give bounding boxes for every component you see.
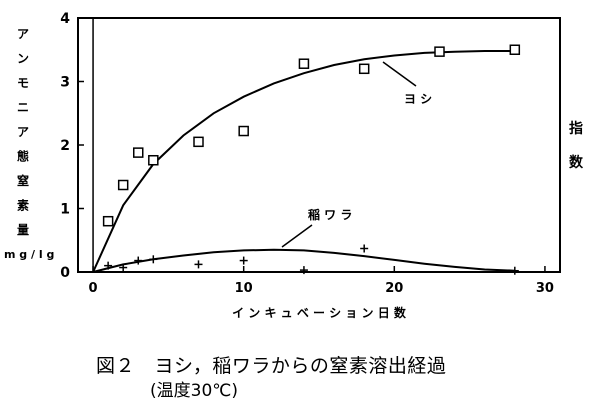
y-axis-label-char: ア <box>17 125 29 139</box>
right-axis-label-char: 指 <box>569 120 583 137</box>
right-axis-label-char: 数 <box>569 154 584 171</box>
figure-caption-subtitle: (温度30℃) <box>150 381 238 401</box>
y-axis-label-char: 窒 <box>17 173 29 188</box>
y-tick-label: 3 <box>60 75 70 91</box>
y-axis-label-char: 態 <box>17 149 29 164</box>
yoshi-point <box>102 215 114 227</box>
y-axis-label-char: ン <box>17 52 29 66</box>
figure-caption: 図２ ヨシ，稲ワラからの窒素溶出経過 <box>96 355 447 377</box>
x-tick-label: 10 <box>235 281 253 296</box>
y-axis-label-char: 素 <box>17 198 29 213</box>
yoshi-point <box>133 147 144 158</box>
y-axis-unit: m g / l g <box>4 248 54 261</box>
inawara-leader-line <box>281 224 313 248</box>
y-axis-label-char: ニ <box>17 101 29 115</box>
y-tick-label: 1 <box>60 202 70 218</box>
y-tick-label: 0 <box>60 265 70 281</box>
inawara-point <box>299 266 308 275</box>
yoshi-point <box>148 154 159 166</box>
inawara-point <box>104 261 113 270</box>
yoshi-point <box>117 179 129 191</box>
x-tick-label: 0 <box>89 281 98 296</box>
y-axis-label-char: モ <box>17 76 29 90</box>
x-axis-label: イ ン キ ュ ベ ー シ ョ ン 日 数 <box>232 305 407 320</box>
yoshi-point <box>298 58 310 69</box>
inawara-point <box>134 256 143 265</box>
inawara-point <box>239 256 248 265</box>
x-tick-label: 30 <box>536 281 554 296</box>
yoshi-point <box>358 63 370 75</box>
inawara-point <box>149 255 158 264</box>
yoshi-point <box>238 125 249 137</box>
inawara-fit-curve <box>92 248 515 273</box>
yoshi-leader-line <box>382 61 417 87</box>
inawara-point <box>194 260 203 269</box>
yoshi-point <box>509 44 521 55</box>
x-tick-label: 20 <box>385 281 403 296</box>
inawara-point <box>360 244 369 253</box>
inawara-series-label: 稲 ワ ラ <box>308 207 352 222</box>
y-axis-label-char: ア <box>17 27 29 41</box>
yoshi-point <box>434 46 445 57</box>
yoshi-series-label: ヨ シ <box>404 92 432 106</box>
y-axis-label-char: 量 <box>17 223 29 237</box>
plot-frame <box>77 17 561 273</box>
yoshi-point <box>193 136 204 148</box>
y-tick-label: 4 <box>60 11 70 27</box>
y-tick-label: 2 <box>60 138 70 154</box>
inawara-point <box>119 263 128 272</box>
inawara-point <box>510 266 519 275</box>
